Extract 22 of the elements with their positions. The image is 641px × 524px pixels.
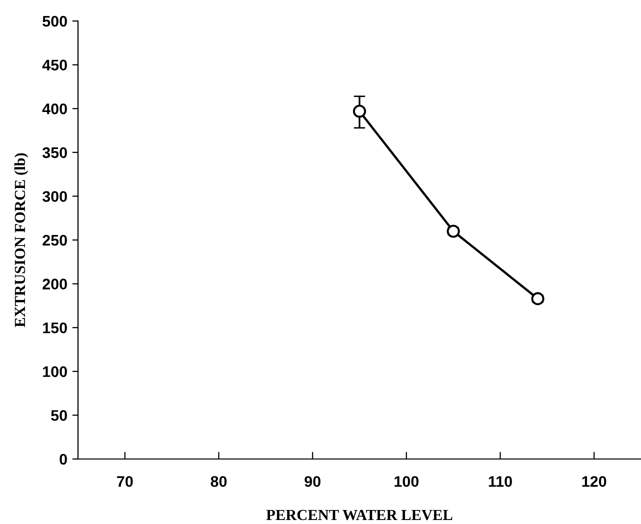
y-tick-label: 400: [42, 103, 67, 114]
y-tick-label: 200: [42, 278, 67, 290]
point: [352, 104, 366, 118]
y-tick-label: 250: [42, 234, 67, 246]
x-tick-label: 120: [582, 476, 606, 487]
y-tick-label: 450: [42, 60, 67, 70]
x-tick-label: 90: [304, 476, 320, 487]
point: [531, 292, 544, 306]
x-tick-label: 70: [117, 476, 133, 487]
x-tick-label: 100: [394, 476, 419, 487]
y-tick-label: 100: [43, 366, 67, 378]
y-tick-label: 50: [51, 410, 67, 421]
y-axis-title: EXTRUSION FORCE (lb): [14, 153, 28, 328]
y-tick-label: 0: [60, 454, 67, 465]
x-axis-title: PERCENT WATER LEVEL: [266, 510, 452, 520]
y-tick-label: 300: [42, 191, 67, 202]
x-tick-label: 80: [210, 476, 227, 487]
y-tick-label: 150: [43, 322, 67, 334]
x-tick-label: 110: [488, 476, 512, 487]
y-tick-label: 500: [42, 16, 67, 27]
y-tick-label: 350: [42, 147, 67, 158]
point: [446, 224, 460, 238]
